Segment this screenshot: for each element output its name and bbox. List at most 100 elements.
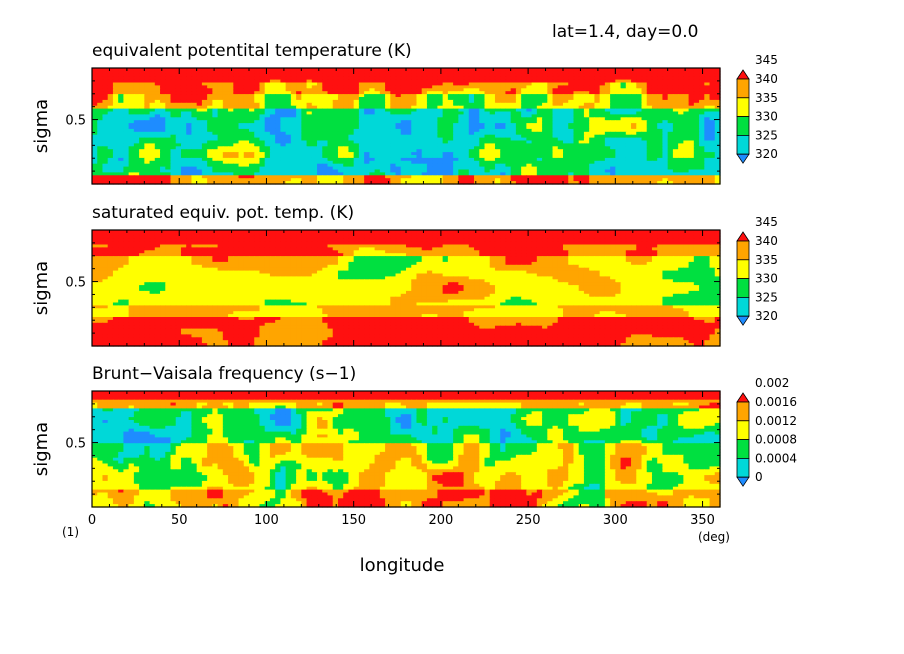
heatmap-cell <box>379 131 386 136</box>
heatmap-cell <box>332 70 339 75</box>
heatmap-cell <box>411 73 418 78</box>
heatmap-cell <box>353 82 360 86</box>
heatmap-cell <box>92 140 98 144</box>
heatmap-cell <box>610 128 616 133</box>
heatmap-cell <box>311 143 318 147</box>
heatmap-cell <box>385 149 391 153</box>
heatmap-cell <box>437 175 444 179</box>
heatmap-cell <box>369 155 376 159</box>
heatmap-cell <box>385 114 391 118</box>
heatmap-cell <box>531 178 538 182</box>
heatmap-cell <box>348 149 355 153</box>
heatmap-cell <box>610 178 616 182</box>
heatmap-cell <box>364 181 370 185</box>
heatmap-cell <box>238 102 245 107</box>
heatmap-cell <box>170 123 177 127</box>
heatmap-cell <box>714 88 721 92</box>
heatmap-cell <box>144 126 151 130</box>
heatmap-cell <box>500 123 507 127</box>
heatmap-cell <box>421 68 428 72</box>
heatmap-cell <box>118 137 124 142</box>
heatmap-cell <box>542 146 548 150</box>
heatmap-cell <box>123 232 130 237</box>
heatmap-cell <box>353 149 360 153</box>
heatmap-cell <box>175 79 182 84</box>
heatmap-cell <box>463 155 470 159</box>
heatmap-cell <box>421 99 428 104</box>
heatmap-cell <box>620 120 627 124</box>
heatmap-cell <box>620 76 627 81</box>
heatmap-cell <box>301 131 308 136</box>
heatmap-cell <box>552 97 559 101</box>
heatmap-cell <box>557 157 564 162</box>
heatmap-cell <box>144 120 151 124</box>
heatmap-cell <box>259 97 266 101</box>
heatmap-cell <box>144 175 151 179</box>
heatmap-cell <box>254 128 261 133</box>
heatmap-cell <box>620 114 627 118</box>
heatmap-cell <box>505 134 512 139</box>
heatmap-cell <box>693 155 700 159</box>
heatmap-cell <box>369 134 376 139</box>
heatmap-cell <box>165 178 172 182</box>
heatmap-cell <box>594 175 601 179</box>
heatmap-cell <box>249 76 255 81</box>
heatmap-cell <box>657 230 664 234</box>
heatmap-cell <box>526 117 533 121</box>
heatmap-cell <box>243 137 250 142</box>
heatmap-cell <box>615 134 622 139</box>
heatmap-cell <box>594 172 601 176</box>
heatmap-cell <box>306 85 313 89</box>
heatmap-cell <box>693 230 700 234</box>
heatmap-cell <box>672 175 679 179</box>
heatmap-cell <box>479 105 486 110</box>
heatmap-cell <box>589 152 595 156</box>
heatmap-cell <box>160 178 166 182</box>
heatmap-cell <box>432 73 438 78</box>
heatmap-cell <box>102 160 109 165</box>
heatmap-cell <box>170 146 177 150</box>
heatmap-cell <box>620 126 627 130</box>
heatmap-cell <box>704 102 711 107</box>
heatmap-cell <box>651 79 658 84</box>
heatmap-cell <box>196 88 203 92</box>
heatmap-cell <box>573 126 580 130</box>
heatmap-cell <box>714 172 721 176</box>
heatmap-cell <box>583 131 590 136</box>
heatmap-cell <box>620 143 627 147</box>
colorbar-tick-label: 320 <box>755 147 778 161</box>
heatmap-cell <box>301 232 308 237</box>
heatmap-cell <box>510 172 517 176</box>
heatmap-cell <box>474 181 480 185</box>
heatmap-cell <box>631 91 637 95</box>
heatmap-cell <box>170 230 177 234</box>
heatmap-cell <box>594 169 601 173</box>
heatmap-cell <box>201 146 208 150</box>
heatmap-cell <box>578 88 585 92</box>
heatmap-cell <box>290 175 297 179</box>
heatmap-cell <box>651 175 658 179</box>
heatmap-cell <box>589 88 595 92</box>
heatmap-cell <box>123 137 130 142</box>
heatmap-cell <box>563 160 569 165</box>
heatmap-cell <box>348 105 355 110</box>
heatmap-cell <box>238 175 245 179</box>
heatmap-cell <box>688 134 695 139</box>
heatmap-cell <box>196 232 203 237</box>
heatmap-cell <box>118 140 124 144</box>
heatmap-cell <box>578 175 585 179</box>
heatmap-cell <box>249 175 255 179</box>
heatmap-cell <box>385 73 391 78</box>
heatmap-cell <box>709 160 716 165</box>
heatmap-cell <box>583 146 590 150</box>
heatmap-cell <box>583 108 590 113</box>
heatmap-cell <box>521 128 527 133</box>
heatmap-cell <box>552 134 559 139</box>
heatmap-cell <box>447 105 454 110</box>
heatmap-cell <box>709 85 716 89</box>
heatmap-cell <box>406 181 412 185</box>
heatmap-cell <box>426 102 433 107</box>
heatmap-cell <box>165 68 172 72</box>
heatmap-cell <box>468 146 475 150</box>
heatmap-cell <box>259 128 266 133</box>
